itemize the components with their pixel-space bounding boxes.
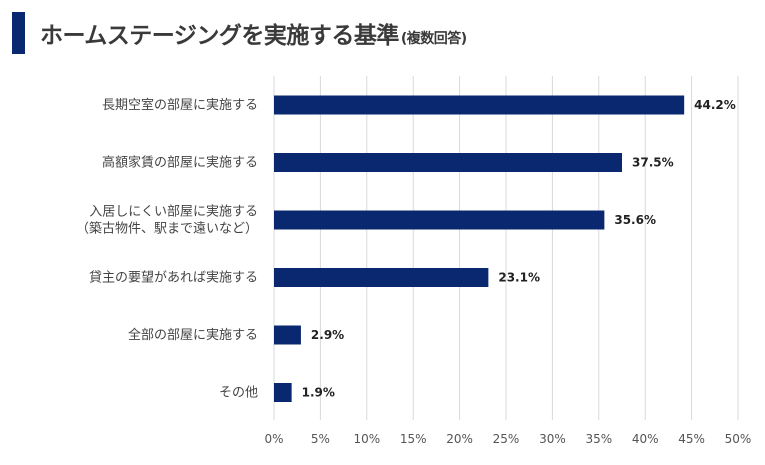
- bar: [274, 383, 292, 402]
- bar: [274, 268, 489, 287]
- chart-subtitle: (複数回答): [400, 31, 467, 47]
- category-label: 貸主の要望があれば実施する: [89, 270, 258, 286]
- category-label: 高額家賃の部屋に実施する: [102, 155, 258, 171]
- x-tick-label: 0%: [264, 432, 283, 446]
- data-label: 2.9%: [311, 328, 344, 342]
- category-label: 長期空室の部屋に実施する: [102, 97, 258, 113]
- bar: [274, 95, 685, 115]
- x-tick-label: 50%: [725, 432, 752, 446]
- chart-title: ホームステージングを実施する基準 (複数回答): [40, 16, 467, 50]
- category-label: （築古物件、駅まで遠いなど）: [76, 222, 258, 237]
- data-label: 23.1%: [498, 271, 540, 285]
- x-tick-label: 5%: [311, 432, 330, 446]
- x-tick-label: 35%: [585, 432, 612, 446]
- x-tick-label: 15%: [400, 432, 427, 446]
- x-tick-label: 10%: [353, 432, 380, 446]
- bar: [274, 210, 605, 230]
- bar: [274, 325, 301, 345]
- x-tick-label: 25%: [493, 432, 520, 446]
- chart-title-text: ホームステージングを実施する基準: [40, 23, 399, 49]
- x-tick-label: 45%: [678, 432, 705, 446]
- x-tick-label: 40%: [632, 432, 659, 446]
- data-label: 1.9%: [302, 386, 335, 400]
- category-label: 全部の部屋に実施する: [128, 327, 258, 343]
- x-tick-label: 20%: [446, 432, 473, 446]
- data-label: 35.6%: [614, 213, 656, 227]
- category-label: その他: [219, 386, 258, 401]
- data-label: 44.2%: [694, 98, 736, 112]
- data-label: 37.5%: [632, 156, 674, 170]
- category-label: 入居しにくい部屋に実施する: [89, 204, 258, 220]
- bar: [274, 153, 622, 172]
- x-tick-label: 30%: [539, 432, 566, 446]
- title-accent-bar: [12, 12, 25, 54]
